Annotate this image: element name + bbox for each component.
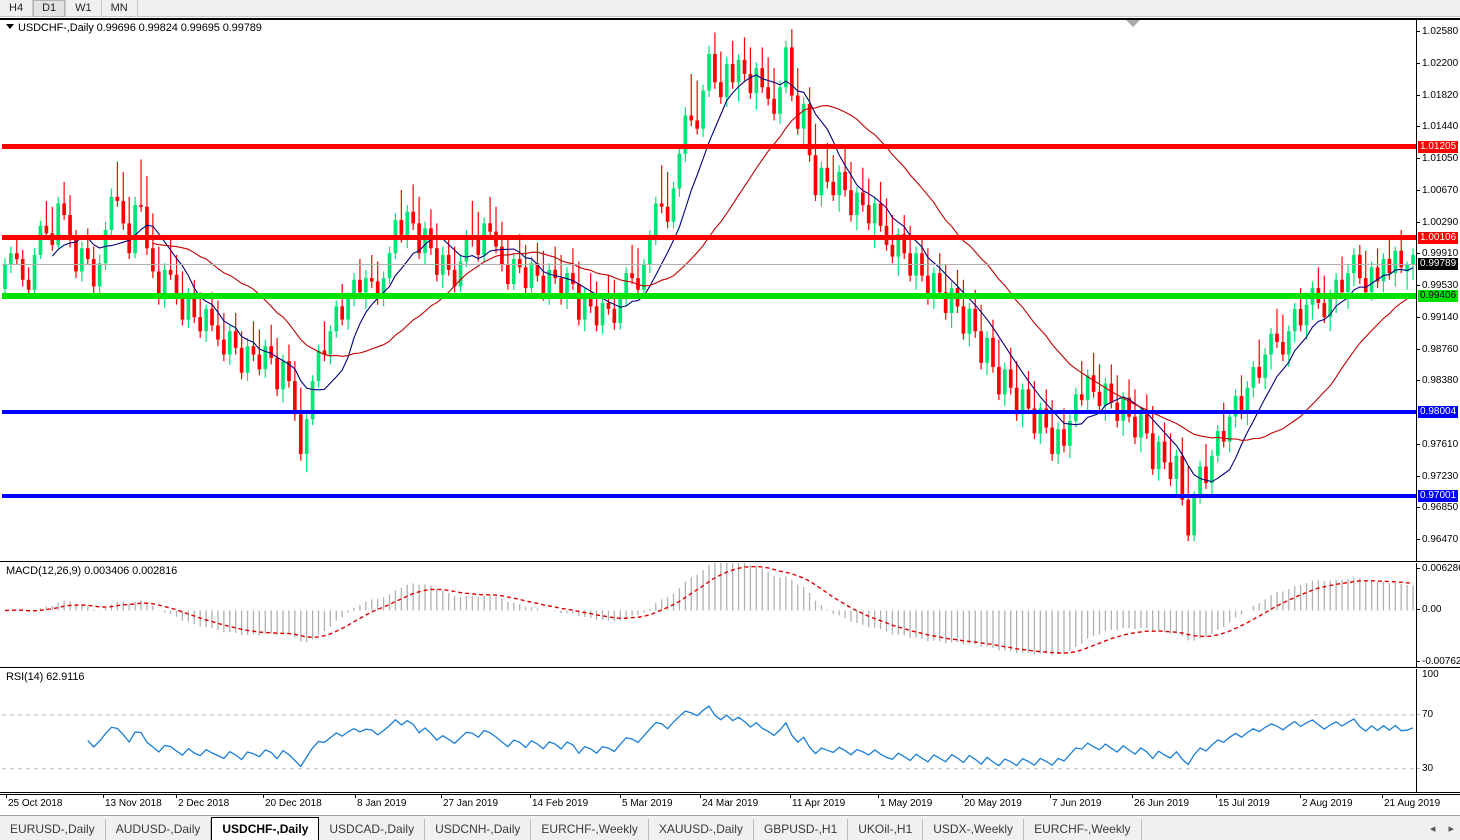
chart-tab-1[interactable]: AUDUSD-,Daily xyxy=(106,819,212,840)
price-tick: 1.01820 xyxy=(1417,90,1460,102)
price-tick: 0.96470 xyxy=(1417,534,1460,546)
tab-scroll-controls[interactable]: ◂ ▸ xyxy=(1420,822,1454,835)
level-line-support-blue-1[interactable] xyxy=(2,410,1416,415)
macd-pane-label: MACD(12,26,9) 0.003406 0.002816 xyxy=(6,565,178,577)
rsi-series xyxy=(2,705,1416,770)
chevron-down-icon[interactable] xyxy=(6,24,14,29)
level-line-resistance-2[interactable] xyxy=(2,235,1416,241)
price-chart-pane[interactable]: USDCHF-,Daily 0.99696 0.99824 0.99695 0.… xyxy=(0,20,1460,562)
chart-tab-8[interactable]: UKOil-,H1 xyxy=(848,819,924,840)
level-stub-resistance-2 xyxy=(1408,235,1416,241)
price-tick: 1.01050 xyxy=(1417,153,1460,165)
timeframe-mn[interactable]: MN xyxy=(102,0,138,17)
price-pane-label: USDCHF-,Daily 0.99696 0.99824 0.99695 0.… xyxy=(6,22,262,34)
chart-top-marker-icon xyxy=(1126,20,1140,27)
rsi-tick: 30 xyxy=(1417,763,1460,775)
rsi-pane[interactable]: RSI(14) 62.9116 100 70 30 xyxy=(0,669,1460,793)
price-tick: 0.97610 xyxy=(1417,439,1460,451)
chart-tab-7[interactable]: GBPUSD-,H1 xyxy=(754,819,849,840)
chart-tab-2[interactable]: USDCHF-,Daily xyxy=(211,817,320,840)
level-stub-support-blue-2 xyxy=(1408,493,1416,498)
price-tick: 1.00670 xyxy=(1417,185,1460,197)
level-stub-support-green xyxy=(1408,292,1416,299)
macd-tick: -0.00762 xyxy=(1417,656,1460,668)
chart-tab-10[interactable]: EURCHF-,Weekly xyxy=(1024,819,1142,840)
macd-signal-line xyxy=(4,565,1414,654)
price-tick: 0.97230 xyxy=(1417,471,1460,483)
current-price-tag: 0.99789 xyxy=(1418,258,1459,271)
timeframe-toolbar[interactable]: H4 D1 W1 MN xyxy=(0,0,1460,17)
current-price-line xyxy=(2,264,1416,266)
timeframe-d1[interactable]: D1 xyxy=(33,0,67,17)
level-line-resistance-1[interactable] xyxy=(2,144,1416,150)
price-tick: 1.00290 xyxy=(1417,217,1460,229)
chart-tab-0[interactable]: EURUSD-,Daily xyxy=(0,819,106,840)
macd-tick: 0.00 xyxy=(1417,604,1460,616)
price-tag-resistance-1: 1.01205 xyxy=(1418,140,1459,153)
price-tick: 0.98760 xyxy=(1417,344,1460,356)
chart-tab-5[interactable]: EURCHF-,Weekly xyxy=(531,819,649,840)
ma-fast-line xyxy=(51,74,1414,483)
chart-tab-4[interactable]: USDCNH-,Daily xyxy=(425,819,532,840)
chart-tab-3[interactable]: USDCAD-,Daily xyxy=(319,819,426,840)
chart-tab-6[interactable]: XAUUSD-,Daily xyxy=(649,819,754,840)
price-tick: 0.99910 xyxy=(1417,248,1460,260)
tab-scroll-left-icon[interactable]: ◂ xyxy=(1429,823,1436,835)
timeframe-h4[interactable]: H4 xyxy=(0,0,34,17)
candlestick-series xyxy=(3,29,1415,542)
macd-tick: 0.006286 xyxy=(1417,563,1460,575)
macd-series xyxy=(4,563,1414,656)
price-tag-support-green: 0.99406 xyxy=(1418,289,1459,302)
macd-pane[interactable]: MACD(12,26,9) 0.003406 0.002816 0.006286… xyxy=(0,563,1460,668)
price-tick: 1.02580 xyxy=(1417,26,1460,38)
level-stub-resistance-1 xyxy=(1408,144,1416,150)
price-tick: 1.01440 xyxy=(1417,121,1460,133)
price-tag-support-blue-2: 0.97001 xyxy=(1418,489,1459,502)
rsi-pane-label: RSI(14) 62.9116 xyxy=(6,671,85,683)
rsi-plot-area xyxy=(2,669,1416,792)
price-tag-support-blue-1: 0.98004 xyxy=(1418,406,1459,419)
price-tick: 1.02200 xyxy=(1417,58,1460,70)
price-tick: 0.96850 xyxy=(1417,502,1460,514)
chart-tab-9[interactable]: USDX-,Weekly xyxy=(923,819,1025,840)
tab-scroll-right-icon[interactable]: ▸ xyxy=(1448,823,1454,835)
price-tick: 0.99530 xyxy=(1417,280,1460,292)
rsi-axis[interactable]: 100 70 30 xyxy=(1416,669,1460,792)
rsi-tick: 100 xyxy=(1422,669,1439,680)
price-tick: 0.99140 xyxy=(1417,312,1460,324)
rsi-tick: 70 xyxy=(1417,709,1460,721)
chart-frame: USDCHF-,Daily 0.99696 0.99824 0.99695 0.… xyxy=(0,18,1460,815)
price-pane-label-text: USDCHF-,Daily 0.99696 0.99824 0.99695 0.… xyxy=(18,22,262,34)
ma-slow-line xyxy=(152,105,1414,441)
price-plot-area xyxy=(2,20,1416,561)
level-line-support-blue-2[interactable] xyxy=(2,493,1416,498)
chart-tab-bar[interactable]: EURUSD-,Daily AUDUSD-,Daily USDCHF-,Daily U… xyxy=(0,815,1460,840)
timeframe-w1[interactable]: W1 xyxy=(66,0,102,17)
price-tag-resistance-2: 1.00106 xyxy=(1418,231,1459,244)
price-tick: 0.98380 xyxy=(1417,375,1460,387)
macd-plot-area xyxy=(2,563,1416,667)
level-stub-support-blue-1 xyxy=(1408,410,1416,415)
date-axis: 25 Oct 2018 13 Nov 2018 2 Dec 2018 20 Dec 2… xyxy=(0,794,1460,814)
macd-axis[interactable]: 0.006286 0.00 -0.00762 xyxy=(1416,563,1460,667)
price-axis[interactable]: 1.02580 1.02200 1.01820 1.01440 1.01050 1.006… xyxy=(1416,20,1460,561)
rsi-line xyxy=(87,705,1414,768)
level-line-support-green[interactable] xyxy=(2,292,1416,299)
